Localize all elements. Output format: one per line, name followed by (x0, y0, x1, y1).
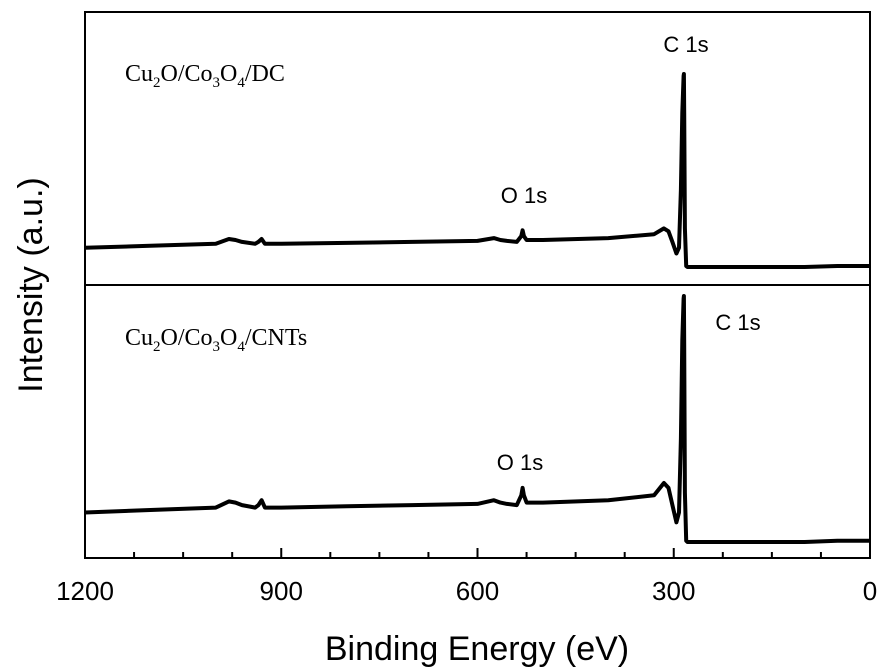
peak-label-o1s-cnts: O 1s (497, 450, 543, 475)
series-line-dc (84, 72, 870, 269)
x-axis-ticks (84, 548, 871, 558)
x-axis-tick-labels: 1200 900 600 300 0 (56, 576, 877, 606)
x-tick-label: 1200 (56, 576, 114, 606)
x-tick-label: 600 (456, 576, 499, 606)
panel-dc: Cu2O/Co3O4/DC O 1s C 1s (84, 32, 870, 269)
panel-cnts: Cu2O/Co3O4/CNTs O 1s C 1s (84, 294, 870, 544)
y-axis-label: Intensity (a.u.) (12, 177, 50, 392)
x-tick-label: 900 (260, 576, 303, 606)
series-line-cnts (84, 294, 870, 544)
peak-label-o1s-dc: O 1s (501, 183, 547, 208)
sample-label-dc: Cu2O/Co3O4/DC (125, 61, 285, 91)
sample-label-cnts: Cu2O/Co3O4/CNTs (125, 325, 307, 355)
x-tick-label: 300 (652, 576, 695, 606)
peak-label-c1s-cnts: C 1s (715, 310, 760, 335)
x-tick-label: 0 (863, 576, 877, 606)
peak-label-c1s-dc: C 1s (663, 32, 708, 57)
x-axis-label: Binding Energy (eV) (325, 630, 629, 668)
